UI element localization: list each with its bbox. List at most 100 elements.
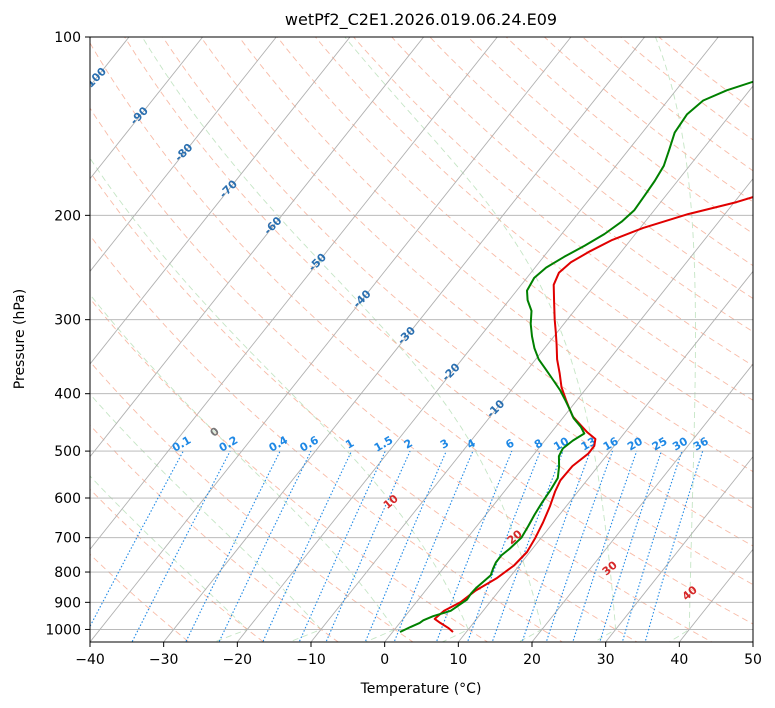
mixing-ratio-line: [364, 450, 447, 642]
dry-adiabat: [429, 37, 753, 299]
series-dewpoint: [399, 80, 753, 633]
isotherm-label: -80: [172, 141, 195, 164]
isotherm: [384, 177, 753, 642]
isotherm-label: -60: [261, 214, 284, 237]
mixing-ratio-label: 3: [438, 437, 451, 452]
dry-adiabat: [90, 297, 489, 642]
moist-adiabat: [141, 37, 543, 642]
moist-adiabat: [90, 293, 396, 642]
mixing-ratio-label: 4: [465, 436, 478, 451]
y-tick-label: 400: [54, 387, 81, 403]
y-tick-label: 500: [54, 444, 81, 460]
dry-adiabat: [90, 171, 638, 642]
isotherm-label: -100: [80, 65, 109, 94]
dry-adiabat: [90, 361, 414, 642]
mixing-ratio-line: [621, 450, 683, 642]
chart-title: wetPf2_C2E1.2026.019.06.24.E09: [285, 10, 557, 30]
moist-adiabat: [90, 475, 249, 642]
x-tick-label: −10: [296, 652, 326, 668]
y-tick-label: 200: [54, 208, 81, 224]
isotherm-label: -40: [350, 287, 373, 310]
mixing-ratio-lines: [90, 450, 704, 642]
x-tick-label: 40: [670, 652, 688, 668]
mixing-ratio-line: [545, 450, 614, 642]
x-axis-label: Temperature (°C): [360, 681, 482, 697]
dry-adiabat: [162, 37, 753, 547]
y-tick-label: 300: [54, 313, 81, 329]
dry-adiabat: [200, 37, 753, 509]
isotherm-label: -30: [395, 324, 418, 347]
x-tick-label: 10: [449, 652, 467, 668]
mixing-ratio-line: [521, 450, 591, 642]
x-tick-label: 20: [523, 652, 541, 668]
mixing-ratio-line: [599, 450, 662, 642]
y-tick-label: 800: [54, 565, 81, 581]
dry-adiabat: [276, 37, 753, 437]
x-tick-label: 30: [597, 652, 615, 668]
isotherm: [236, 37, 719, 642]
x-tick-label: 0: [380, 652, 389, 668]
dry-adiabat: [90, 488, 265, 642]
dry-adiabat: [467, 37, 753, 267]
isotherm: [163, 37, 645, 642]
y-axis-ticks: 1000 900 800 700 600 500 400 300 200 100: [45, 30, 90, 638]
isotherm: [310, 85, 753, 642]
isotherm-label: -90: [128, 104, 151, 127]
dry-adiabats: [90, 37, 753, 642]
mixing-ratio-line: [572, 450, 638, 642]
series-temperature: [433, 195, 753, 633]
x-tick-label: −30: [149, 652, 179, 668]
isotherm: [90, 37, 424, 458]
isotherms: [90, 37, 753, 642]
dry-adiabat: [315, 37, 753, 401]
mixing-ratio-line: [491, 450, 564, 642]
mixing-ratio-line: [298, 450, 386, 642]
isotherm: [752, 641, 753, 642]
dry-adiabat: [505, 37, 753, 235]
y-tick-label: 900: [54, 595, 81, 611]
isotherm: [531, 363, 753, 642]
moist-adiabat: [344, 37, 617, 642]
mixing-ratio-line: [435, 450, 513, 642]
skew-t-line-labels: 0.1 0.2 0.4 0.6 1 1.5 2 3 4 6 8 10 13 16 20 25 30 36-100-…: [80, 65, 711, 603]
mixing-ratio-line: [185, 450, 281, 642]
x-tick-label: −40: [75, 652, 105, 668]
dry-adiabat: [353, 37, 753, 367]
isotherm: [90, 37, 572, 642]
y-tick-label: 600: [54, 491, 81, 507]
dry-adiabat: [124, 37, 753, 586]
y-tick-label: 700: [54, 531, 81, 547]
mixing-ratio-line: [131, 450, 231, 642]
dry-adiabat: [90, 553, 190, 642]
sounding-series: [399, 80, 753, 633]
x-tick-label: −20: [223, 652, 253, 668]
dry-adiabat: [90, 234, 564, 642]
isotherm-label: -70: [217, 177, 240, 200]
moist-adiabat: [90, 157, 469, 642]
y-tick-label: 1000: [45, 622, 81, 638]
mixing-ratio-line: [262, 450, 353, 642]
dry-adiabat: [620, 37, 753, 141]
moist-adiabat: [90, 393, 322, 642]
isotherm-label: -10: [484, 397, 507, 420]
dry-adiabat: [544, 37, 753, 203]
mixing-ratio-label: 1: [343, 437, 356, 452]
plot-area: 0.1 0.2 0.4 0.6 1 1.5 2 3 4 6 8 10 13 16 20 25 30 36-100-…: [80, 37, 753, 642]
isotherm: [457, 270, 753, 642]
mixing-ratio-line: [644, 450, 704, 642]
isotherm: [90, 37, 351, 365]
mixing-ratio-line: [466, 450, 541, 642]
dry-adiabat: [90, 107, 713, 642]
dry-adiabat: [238, 37, 753, 473]
isotherm-label: -50: [306, 251, 329, 274]
isotherm: [90, 37, 498, 551]
mixing-ratio-label: 6: [503, 436, 516, 451]
moist-adiabat-label: 30: [600, 558, 620, 578]
mixing-ratio-line: [393, 450, 474, 642]
moist-adiabat: [655, 37, 696, 642]
plot-frame: [89, 36, 754, 643]
mixing-ratio-label: 2: [402, 437, 415, 452]
x-tick-label: 50: [744, 652, 762, 668]
mixing-ratio-line: [218, 450, 312, 642]
